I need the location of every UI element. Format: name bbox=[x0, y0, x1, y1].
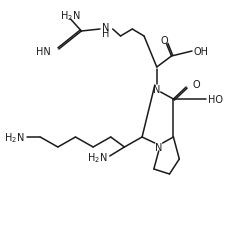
Text: O: O bbox=[192, 80, 200, 90]
Text: H$_2$N: H$_2$N bbox=[87, 151, 108, 164]
Text: N: N bbox=[102, 23, 109, 33]
Text: N: N bbox=[155, 142, 162, 152]
Text: HN: HN bbox=[36, 47, 51, 57]
Text: H$_2$N: H$_2$N bbox=[60, 9, 81, 23]
Text: HO: HO bbox=[208, 94, 223, 105]
Text: N: N bbox=[153, 85, 161, 94]
Text: H: H bbox=[102, 29, 109, 39]
Text: H$_2$N: H$_2$N bbox=[4, 130, 25, 144]
Text: O: O bbox=[161, 36, 168, 46]
Text: OH: OH bbox=[194, 47, 209, 57]
